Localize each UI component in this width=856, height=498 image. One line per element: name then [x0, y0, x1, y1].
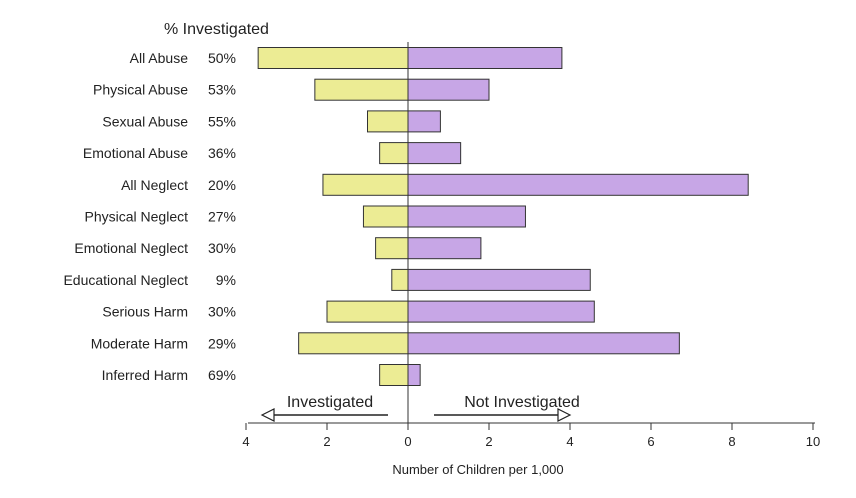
investigated-bar [367, 110, 409, 133]
not-investigated-direction-label: Not Investigated [464, 394, 580, 411]
x-tick-label: 10 [806, 434, 820, 449]
investigated-bar [362, 205, 409, 228]
category-label: Moderate Harm [91, 335, 188, 351]
percent-investigated-label: 20% [208, 177, 236, 193]
investigated-bar [314, 78, 409, 101]
category-label: Physical Abuse [93, 82, 188, 98]
x-tick-label: 4 [566, 434, 573, 449]
left-arrow-icon [260, 408, 275, 422]
investigated-direction-label: Investigated [287, 394, 373, 411]
not-investigated-bar [407, 332, 680, 355]
category-label: Educational Neglect [63, 272, 188, 288]
x-tick-label: 8 [728, 434, 735, 449]
category-label: Emotional Neglect [74, 240, 188, 256]
not-investigated-bar [407, 173, 749, 196]
not-investigated-bar [407, 205, 526, 228]
investigated-bar [298, 332, 409, 355]
percent-investigated-header: % Investigated [164, 21, 269, 38]
category-label: All Abuse [130, 50, 189, 66]
category-label: Emotional Abuse [83, 145, 188, 161]
percent-investigated-label: 9% [216, 272, 236, 288]
x-axis-label: Number of Children per 1,000 [392, 462, 563, 477]
not-investigated-bar [407, 78, 490, 101]
percent-investigated-label: 55% [208, 113, 236, 129]
investigated-bar [375, 237, 409, 260]
x-tick-label: 2 [323, 434, 330, 449]
not-investigated-bar [407, 300, 595, 323]
percent-investigated-label: 36% [208, 145, 236, 161]
percent-investigated-label: 29% [208, 335, 236, 351]
x-tick-label: 6 [647, 434, 654, 449]
x-tick-label: 2 [485, 434, 492, 449]
not-investigated-bar [407, 237, 482, 260]
percent-investigated-label: 50% [208, 50, 236, 66]
investigated-bar [391, 268, 409, 291]
not-investigated-bar [407, 364, 421, 386]
not-investigated-bar [407, 47, 563, 69]
percent-investigated-label: 53% [208, 82, 236, 98]
category-label: Sexual Abuse [102, 113, 188, 129]
not-investigated-bar [407, 110, 441, 133]
investigated-bar [257, 47, 409, 69]
category-label: Serious Harm [102, 304, 188, 320]
right-arrow-icon [557, 408, 572, 422]
x-tick-label: 0 [404, 434, 411, 449]
x-tick-label: 4 [242, 434, 249, 449]
investigated-bar [379, 142, 409, 165]
investigated-bar [322, 173, 409, 196]
not-investigated-bar [407, 142, 462, 165]
percent-investigated-label: 69% [208, 367, 236, 383]
category-label: Physical Neglect [85, 209, 189, 225]
percent-investigated-label: 30% [208, 240, 236, 256]
not-investigated-bar [407, 268, 591, 291]
category-label: Inferred Harm [102, 367, 188, 383]
percent-investigated-label: 30% [208, 304, 236, 320]
investigated-bar [379, 364, 409, 386]
category-label: All Neglect [121, 177, 188, 193]
investigated-bar [326, 300, 409, 323]
percent-investigated-label: 27% [208, 209, 236, 225]
